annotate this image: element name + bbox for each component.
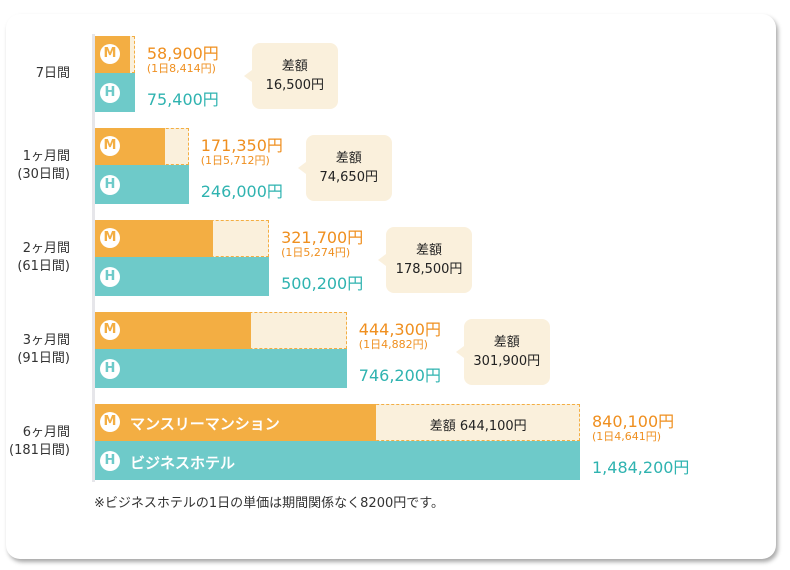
diff-text: 差額 xyxy=(493,335,520,350)
manshon-badge-icon: M xyxy=(100,44,120,64)
diff-text: 301,900円 xyxy=(473,354,541,369)
manshon-per-day: (1日4,641円) xyxy=(592,430,662,443)
diff-text: 178,500円 xyxy=(395,262,463,277)
diff-bubble: 差額 16,500円 xyxy=(243,43,338,109)
manshon-per-day: (1日5,274円) xyxy=(281,246,351,259)
manshon-badge-icon: M xyxy=(100,228,120,248)
manshon-value: 171,350円 xyxy=(200,136,283,155)
period-label: 6ヶ月間 (181日間) xyxy=(9,425,70,458)
hotel-value: 1,484,200円 xyxy=(592,458,690,477)
manshon-per-day: (1日8,414円) xyxy=(146,62,216,75)
hotel-badge-icon: H xyxy=(100,267,120,287)
axis-line xyxy=(92,34,95,482)
period-label: 2ヶ月間 (61日間) xyxy=(17,241,70,274)
hotel-bar xyxy=(95,441,580,480)
manshon-value: 840,100円 xyxy=(592,412,675,431)
hotel-name: ビジネスホテル xyxy=(130,454,236,472)
diff-text: 16,500円 xyxy=(265,78,325,93)
manshon-bar xyxy=(95,404,377,441)
period-label: 1ヶ月間 (30日間) xyxy=(17,149,70,182)
hotel-badge-icon: H xyxy=(100,359,120,379)
manshon-badge-icon: M xyxy=(100,320,120,340)
manshon-bar xyxy=(95,312,252,349)
hotel-bar xyxy=(95,257,270,296)
diff-text: 差額 xyxy=(416,243,443,258)
manshon-badge-icon: M xyxy=(100,136,120,156)
period-label: 7日間 xyxy=(35,66,70,81)
hotel-value: 246,000円 xyxy=(200,182,283,201)
diff-bubble: 差額 301,900円 xyxy=(455,319,550,385)
hotel-bar xyxy=(95,349,347,388)
manshon-value: 58,900円 xyxy=(146,44,219,63)
hotel-value: 500,200円 xyxy=(281,274,364,293)
period-label: 3ヶ月間 (91日間) xyxy=(17,333,70,366)
manshon-per-day: (1日4,882円) xyxy=(358,338,428,351)
manshon-badge-icon: M xyxy=(100,412,120,432)
hotel-value: 75,400円 xyxy=(146,90,219,109)
diff-text: 74,650円 xyxy=(319,170,378,185)
diff-bubble: 差額 178,500円 xyxy=(378,227,473,293)
manshon-per-day: (1日5,712円) xyxy=(200,154,270,167)
hotel-value: 746,200円 xyxy=(358,366,441,385)
hotel-badge-icon: H xyxy=(100,175,120,195)
diff-text: 差額 xyxy=(281,59,308,74)
footnote: ※ビジネスホテルの1日の単価は期間関係なく8200円です。 xyxy=(94,496,444,511)
diff-text: 差額 xyxy=(335,151,362,166)
diff-label: 差額 644,100円 xyxy=(429,419,527,434)
manshon-name: マンスリーマンション xyxy=(130,415,280,433)
hotel-badge-icon: H xyxy=(100,83,120,103)
hotel-badge-icon: H xyxy=(100,451,120,471)
diff-bubble: 差額 74,650円 xyxy=(297,135,392,201)
manshon-value: 321,700円 xyxy=(281,228,364,247)
manshon-value: 444,300円 xyxy=(358,320,441,339)
